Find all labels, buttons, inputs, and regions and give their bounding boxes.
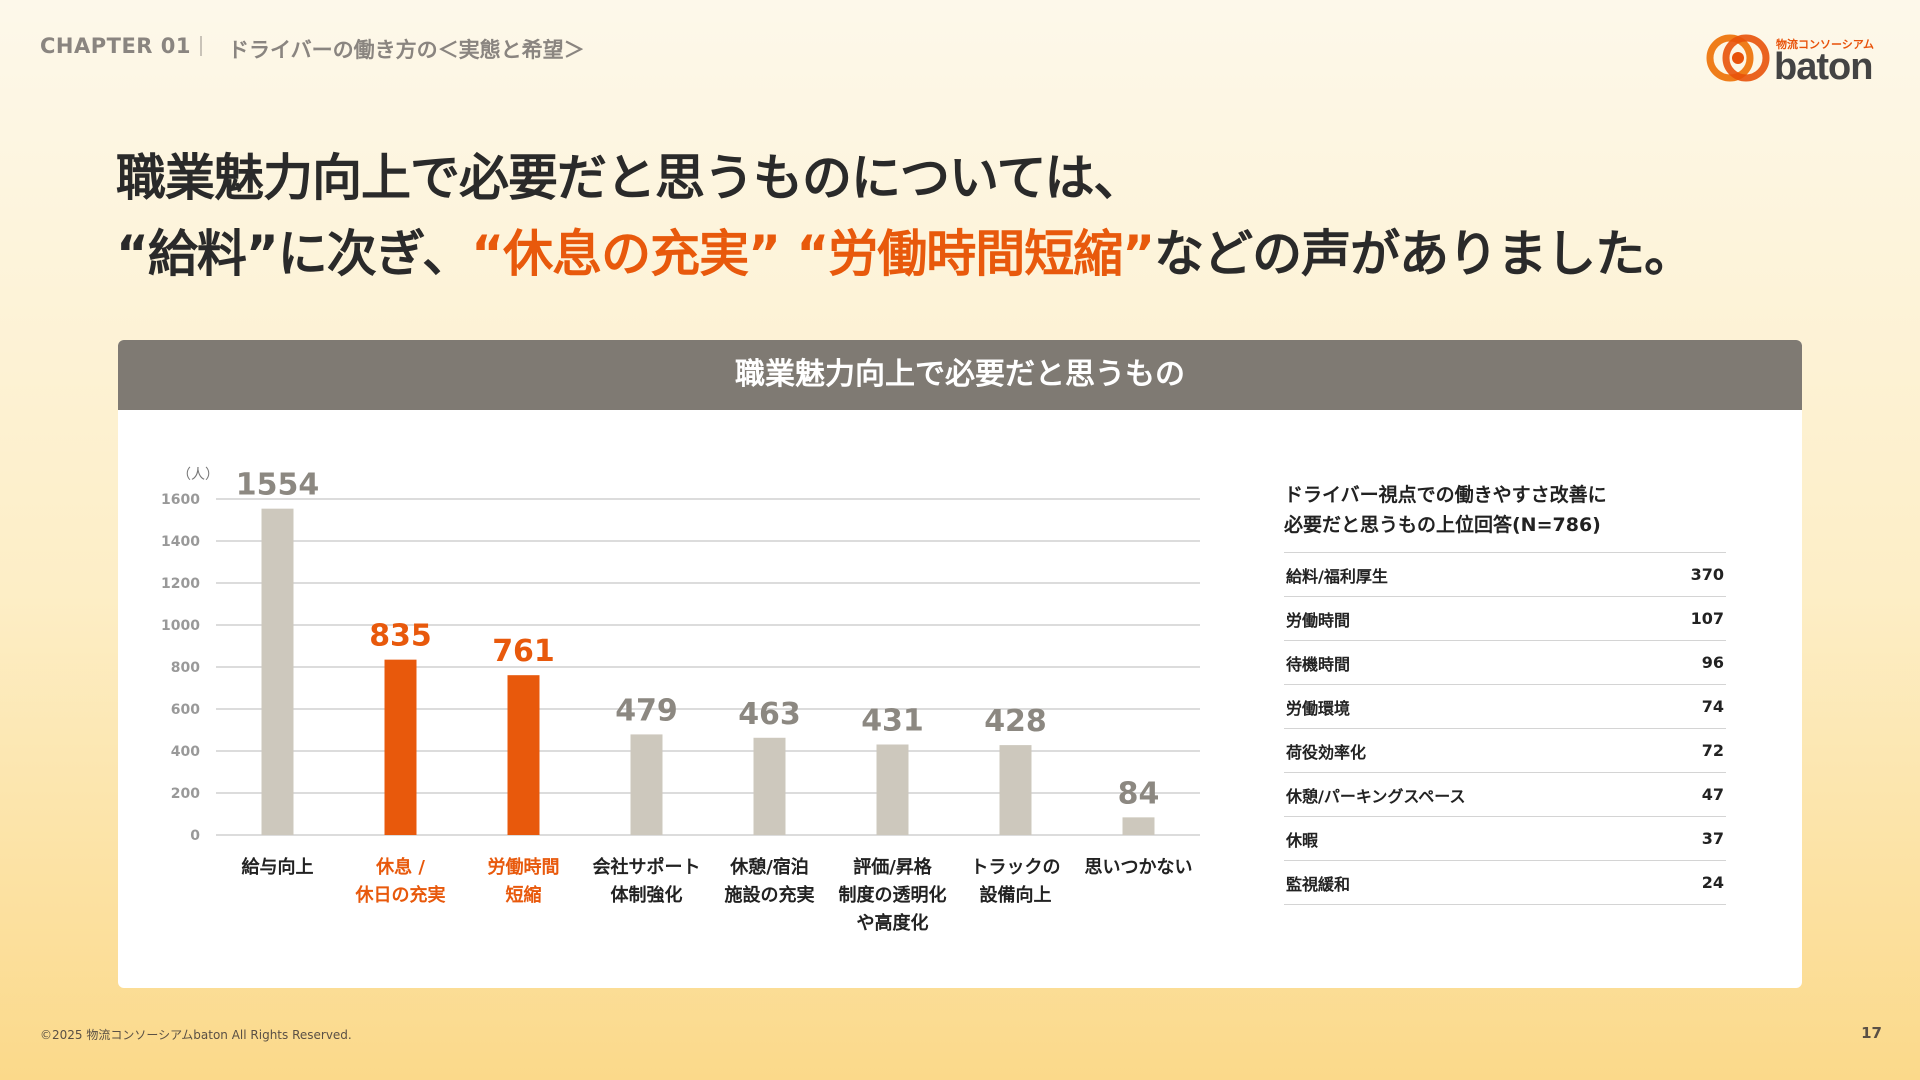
headline-line-2: “給料”に次ぎ、“休息の充実” “労働時間短縮”などの声がありました。 <box>116 216 1694 292</box>
ranking-label: 監視緩和 <box>1286 874 1351 894</box>
ranking-table: 給料/福利厚生 370 労働時間 107 待機時間 96 労働環境 74 荷役効率化 72 休憩/パ… <box>1284 552 1726 905</box>
baton-logo-icon <box>1706 34 1770 82</box>
bar <box>876 744 909 835</box>
category-label: トラックの <box>971 857 1061 878</box>
copyright: ©2025 物流コンソーシアムbaton All Rights Reserved… <box>40 1028 352 1042</box>
ranking-label: 給料/福利厚生 <box>1286 566 1388 586</box>
bar-chart: （人） 0 200 400 600 800 1000 1200 1400 1600 1554 給与向上… <box>161 467 1200 934</box>
category-label: 思いつかない <box>1085 857 1193 878</box>
chart-card: 職業魅力向上で必要だと思うもの （人） 0 200 400 600 800 1000 1200… <box>118 340 1802 988</box>
ranking-value: 37 <box>1701 829 1724 848</box>
category-label: 制度の透明化 <box>839 884 947 906</box>
page-number: 17 <box>1861 1024 1882 1042</box>
data-label: 463 <box>738 697 801 732</box>
ranking-value: 47 <box>1701 785 1724 804</box>
ranking-title: ドライバー視点での働きやすさ改善に 必要だと思うもの上位回答(N=786) <box>1284 480 1607 540</box>
data-label: 479 <box>615 693 678 728</box>
headline-accent-hours: “労働時間短縮” <box>796 225 1155 283</box>
data-label: 431 <box>861 703 924 738</box>
bar <box>999 745 1032 835</box>
baton-logo: 物流コンソーシアム baton <box>1706 28 1886 92</box>
category-label: 休息 / <box>375 856 425 878</box>
headline-text-end: などの声がありました。 <box>1154 225 1694 283</box>
ranking-label: 待機時間 <box>1286 654 1351 674</box>
y-tick-label: 400 <box>171 744 200 760</box>
ranking-label: 休憩/パーキングスペース <box>1286 786 1466 806</box>
data-label: 761 <box>492 634 555 669</box>
logo-wordmark: baton <box>1774 46 1873 88</box>
ranking-title-line-2: 必要だと思うもの上位回答(N=786) <box>1284 514 1601 536</box>
y-tick-label: 1600 <box>161 492 200 508</box>
ranking-title-line-1: ドライバー視点での働きやすさ改善に <box>1284 484 1607 506</box>
ranking-value: 24 <box>1701 873 1724 892</box>
category-label: 体制強化 <box>611 884 683 906</box>
category-label: 会社サポート <box>593 856 701 878</box>
ranking-value: 370 <box>1690 565 1724 584</box>
category-label: 休憩/宿泊 <box>729 856 809 878</box>
ranking-row: 労働環境 74 <box>1284 685 1726 729</box>
bar <box>507 675 540 835</box>
ranking-row: 休暇 37 <box>1284 817 1726 861</box>
ranking-label: 休暇 <box>1286 830 1319 850</box>
headline-text: “給料”に次ぎ、 <box>116 225 472 283</box>
headline-space <box>780 225 796 283</box>
bar <box>753 737 786 835</box>
category-label: 休日の充実 <box>355 884 446 906</box>
category-label: 施設の充実 <box>725 884 815 906</box>
ranking-value: 107 <box>1690 609 1724 628</box>
card-title: 職業魅力向上で必要だと思うもの <box>118 340 1802 410</box>
bar <box>384 659 417 835</box>
headline-line-1: 職業魅力向上で必要だと思うものについては、 <box>116 149 1144 207</box>
ranking-label: 労働時間 <box>1286 610 1351 630</box>
ranking-row: 監視緩和 24 <box>1284 861 1726 905</box>
y-tick-label: 200 <box>171 786 200 802</box>
category-label: 労働時間 <box>488 856 560 878</box>
header-divider <box>200 36 202 56</box>
ranking-value: 74 <box>1701 697 1724 716</box>
category-label: 給与向上 <box>242 856 314 878</box>
chapter-label: CHAPTER 01 <box>40 34 192 58</box>
logo-caption: 物流コンソーシアム <box>1776 38 1875 51</box>
y-tick-label: 1200 <box>161 576 200 592</box>
ranking-label: 労働環境 <box>1286 698 1351 718</box>
y-axis-unit: （人） <box>177 467 219 483</box>
bar <box>630 734 663 835</box>
category-label: 設備向上 <box>980 884 1052 906</box>
ranking-row: 休憩/パーキングスペース 47 <box>1284 773 1726 817</box>
category-label: や高度化 <box>857 912 929 934</box>
category-label: 評価/昇格 <box>853 856 933 878</box>
y-tick-label: 1000 <box>161 618 200 634</box>
data-label: 428 <box>984 704 1047 739</box>
y-tick-label: 800 <box>171 660 200 676</box>
bar <box>261 508 294 835</box>
ranking-value: 72 <box>1701 741 1724 760</box>
ranking-label: 荷役効率化 <box>1286 742 1367 762</box>
data-label: 1554 <box>236 468 320 503</box>
y-tick-label: 0 <box>190 828 200 844</box>
bar <box>1122 817 1155 835</box>
data-label: 835 <box>369 619 432 654</box>
category-label: 短縮 <box>506 884 542 906</box>
ranking-row: 荷役効率化 72 <box>1284 729 1726 773</box>
y-tick-label: 600 <box>171 702 200 718</box>
ranking-row: 待機時間 96 <box>1284 641 1726 685</box>
chapter-subtitle: ドライバーの働き方の＜実態と希望＞ <box>228 38 585 62</box>
ranking-row: 労働時間 107 <box>1284 597 1726 641</box>
ranking-value: 96 <box>1701 653 1724 672</box>
data-label: 84 <box>1118 776 1160 811</box>
page-headline: 職業魅力向上で必要だと思うものについては、 “給料”に次ぎ、“休息の充実” “労… <box>116 140 1694 292</box>
ranking-row: 給料/福利厚生 370 <box>1284 553 1726 597</box>
y-tick-label: 1400 <box>161 534 200 550</box>
headline-accent-rest: “休息の充実” <box>471 225 781 283</box>
